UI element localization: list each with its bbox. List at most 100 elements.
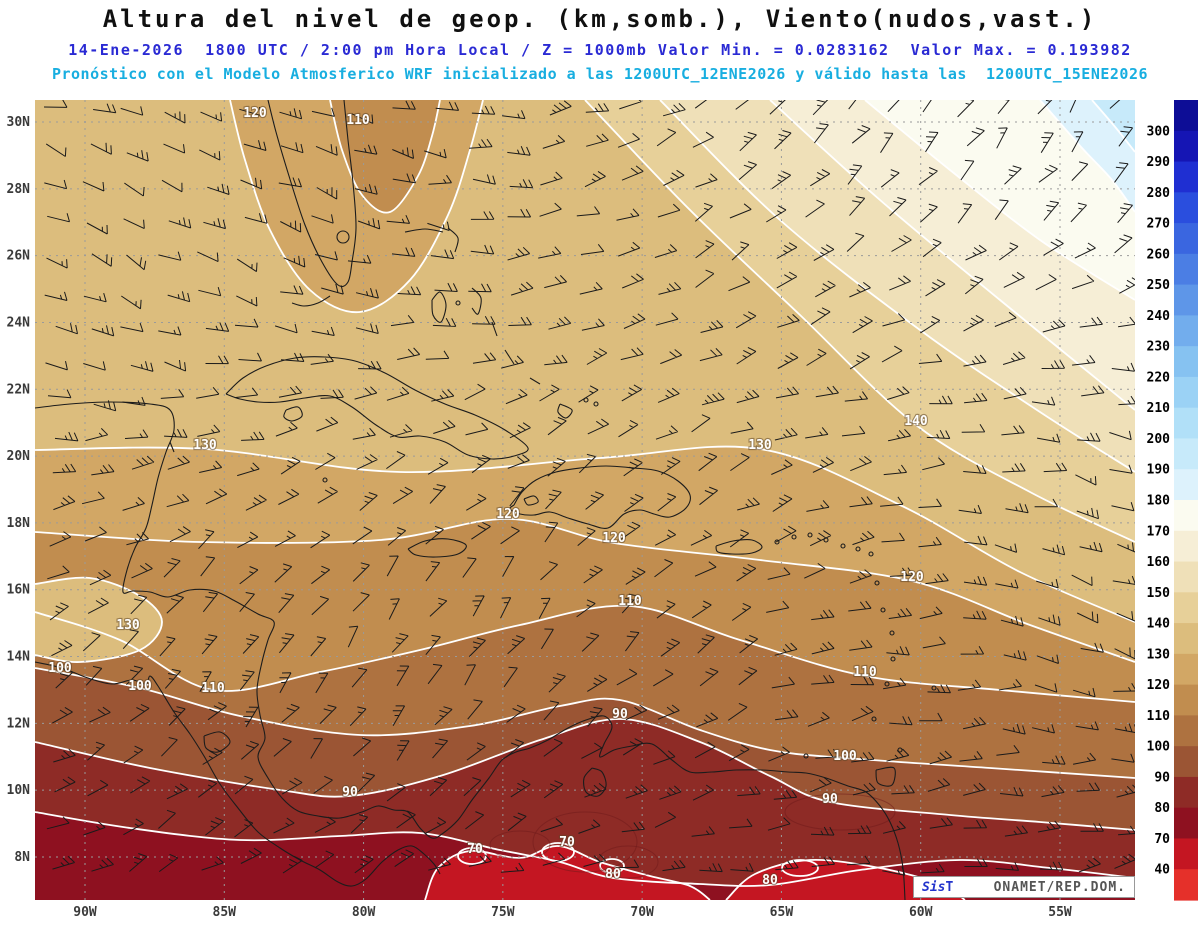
colorbar-segment (1174, 438, 1198, 470)
contour-label: 140 (904, 414, 928, 429)
lat-tick-label: 14N (7, 650, 31, 665)
colorbar-segment (1174, 100, 1198, 132)
lat-tick-label: 30N (7, 115, 31, 130)
colorbar-label: 150 (1147, 586, 1171, 601)
colorbar-segment (1174, 192, 1198, 224)
lon-tick-label: 65W (770, 905, 794, 920)
colorbar-label: 250 (1147, 278, 1171, 293)
colorbar-segment (1174, 253, 1198, 286)
colorbar-segment (1174, 653, 1198, 686)
colorbar-label: 290 (1147, 155, 1171, 170)
colorbar-segment (1174, 592, 1198, 624)
colorbar-segment (1174, 561, 1198, 593)
contour-label: 120 (900, 570, 924, 585)
contour-label: 110 (201, 681, 225, 696)
colorbar-segment (1174, 715, 1198, 747)
colorbar-label: 110 (1147, 709, 1171, 724)
lat-tick-label: 16N (7, 583, 31, 598)
contour-label: 80 (762, 873, 778, 888)
axis-labels: 30N 28N 26N 24N 22N 20N 18N 16N 14N 12N 10N 8N 90W 85… (7, 115, 1072, 920)
contour-label: 110 (618, 594, 642, 609)
colorbar-segment (1174, 684, 1198, 716)
contour-label: 130 (193, 438, 217, 453)
colorbar-segment (1174, 315, 1198, 347)
contour-label: 120 (496, 507, 520, 522)
lat-tick-label: 20N (7, 449, 31, 464)
colorbar-segment (1174, 776, 1198, 809)
contour-label: 90 (342, 785, 358, 800)
colorbar-segment (1174, 869, 1198, 901)
colorbar-segment (1174, 223, 1198, 255)
lon-tick-label: 80W (352, 905, 376, 920)
contour-label: 90 (612, 707, 628, 722)
colorbar-segment (1174, 500, 1198, 532)
wind-barbs (43, 100, 1135, 876)
colorbar-segment (1174, 376, 1198, 409)
colorbar-label: 200 (1147, 432, 1171, 447)
colorbar-label: 210 (1147, 401, 1171, 416)
colorbar-segment (1174, 407, 1198, 440)
contour-label: 110 (853, 665, 877, 680)
colorbar-label: 270 (1147, 217, 1171, 232)
contour-label: 110 (346, 113, 370, 128)
contour-label: 120 (602, 531, 626, 546)
lat-tick-label: 28N (7, 182, 31, 197)
contour-label: 130 (116, 618, 140, 633)
colorbar-segment (1174, 284, 1198, 316)
colorbar-segment (1174, 838, 1198, 870)
lon-tick-label: 85W (213, 905, 237, 920)
lat-tick-label: 10N (7, 783, 31, 798)
sub-contours (489, 793, 896, 879)
lon-tick-label: 90W (73, 905, 97, 920)
colorbar-label: 180 (1147, 494, 1171, 509)
contour-label: 70 (467, 842, 483, 857)
watermark-brand: SisT (922, 880, 953, 895)
colorbar-segment (1174, 746, 1198, 778)
colorbar-label: 300 (1147, 124, 1171, 139)
colorbar-segment (1174, 530, 1198, 563)
colorbar-label: 90 (1154, 770, 1170, 785)
lat-tick-label: 26N (7, 249, 31, 264)
colorbar-label: 260 (1147, 247, 1171, 262)
colorbar-label: 220 (1147, 370, 1171, 385)
subtitle-model-info: Pronóstico con el Modelo Atmosferico WRF… (51, 65, 1149, 83)
lat-tick-label: 8N (14, 850, 30, 865)
colorbar-label: 160 (1147, 555, 1171, 570)
lon-tick-label: 70W (630, 905, 654, 920)
colorbar-label: 120 (1147, 678, 1171, 693)
colorbar: 300 290 280 270 260 250 240 230 220 210 200 190 180 1… (1147, 100, 1198, 901)
colorbar-label: 40 (1154, 863, 1170, 878)
contour-label: 100 (128, 679, 152, 694)
colorbar-label: 80 (1154, 801, 1170, 816)
lat-tick-label: 18N (7, 516, 31, 531)
lat-tick-label: 24N (7, 315, 31, 330)
colorbar-label: 280 (1147, 186, 1171, 201)
contour-label: 120 (243, 106, 267, 121)
subtitle-valid-time: 14-Ene-2026 1800 UTC / 2:00 pm Hora Loca… (68, 41, 1132, 59)
watermark-brand-italic: Sis (922, 879, 946, 895)
contour-label: 70 (559, 835, 575, 850)
lon-tick-label: 75W (491, 905, 515, 920)
colorbar-label: 140 (1147, 617, 1171, 632)
colorbar-label: 170 (1147, 524, 1171, 539)
contour-label: 90 (822, 792, 838, 807)
colorbar-label: 240 (1147, 309, 1171, 324)
lat-tick-label: 22N (7, 382, 31, 397)
page-title: Altura del nivel de geop. (km,somb.), Vi… (102, 5, 1098, 33)
colorbar-label: 130 (1147, 647, 1171, 662)
contour-labels: 120 110 130 130 140 120 120 120 110 110 130 100 110 1… (47, 105, 929, 889)
colorbar-label: 100 (1147, 740, 1171, 755)
colorbar-segment (1174, 161, 1198, 193)
colorbar-label: 70 (1154, 832, 1170, 847)
contour-label: 100 (833, 749, 857, 764)
colorbar-segment (1174, 469, 1198, 501)
shaded-bands (35, 100, 1135, 900)
colorbar-segment (1174, 623, 1198, 655)
colorbar-label: 230 (1147, 340, 1171, 355)
coastlines (35, 100, 937, 900)
watermark-org: ONAMET/REP.DOM. (993, 879, 1126, 895)
contour-label: 130 (748, 438, 772, 453)
colorbar-segment (1174, 130, 1198, 163)
